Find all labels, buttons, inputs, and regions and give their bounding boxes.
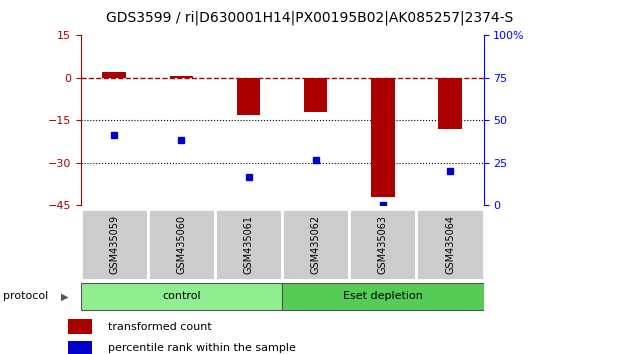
Bar (148, 209, 215, 280)
Text: ▶: ▶ (61, 291, 69, 302)
Bar (438, 78, 462, 129)
Text: transformed count: transformed count (108, 322, 212, 332)
Bar (68, 319, 92, 334)
Bar (282, 209, 349, 280)
Text: control: control (162, 291, 201, 302)
Bar (237, 78, 260, 115)
Bar (304, 78, 327, 112)
Bar (68, 341, 92, 354)
Text: GSM435064: GSM435064 (445, 215, 455, 274)
Bar (81, 283, 282, 310)
Text: GDS3599 / ri|D630001H14|PX00195B02|AK085257|2374-S: GDS3599 / ri|D630001H14|PX00195B02|AK085… (107, 11, 513, 25)
Bar (215, 209, 282, 280)
Text: protocol: protocol (3, 291, 48, 302)
Bar (81, 209, 148, 280)
Text: percentile rank within the sample: percentile rank within the sample (108, 343, 296, 353)
Bar (349, 209, 417, 280)
Text: GSM435062: GSM435062 (311, 215, 321, 274)
Bar (102, 72, 126, 78)
Bar (170, 76, 193, 78)
Bar (417, 209, 484, 280)
Text: Eset depletion: Eset depletion (343, 291, 423, 302)
Bar (371, 78, 394, 197)
Text: GSM435060: GSM435060 (176, 215, 187, 274)
Text: GSM435061: GSM435061 (244, 215, 254, 274)
Bar (282, 283, 484, 310)
Text: GSM435063: GSM435063 (378, 215, 388, 274)
Text: GSM435059: GSM435059 (109, 215, 119, 274)
